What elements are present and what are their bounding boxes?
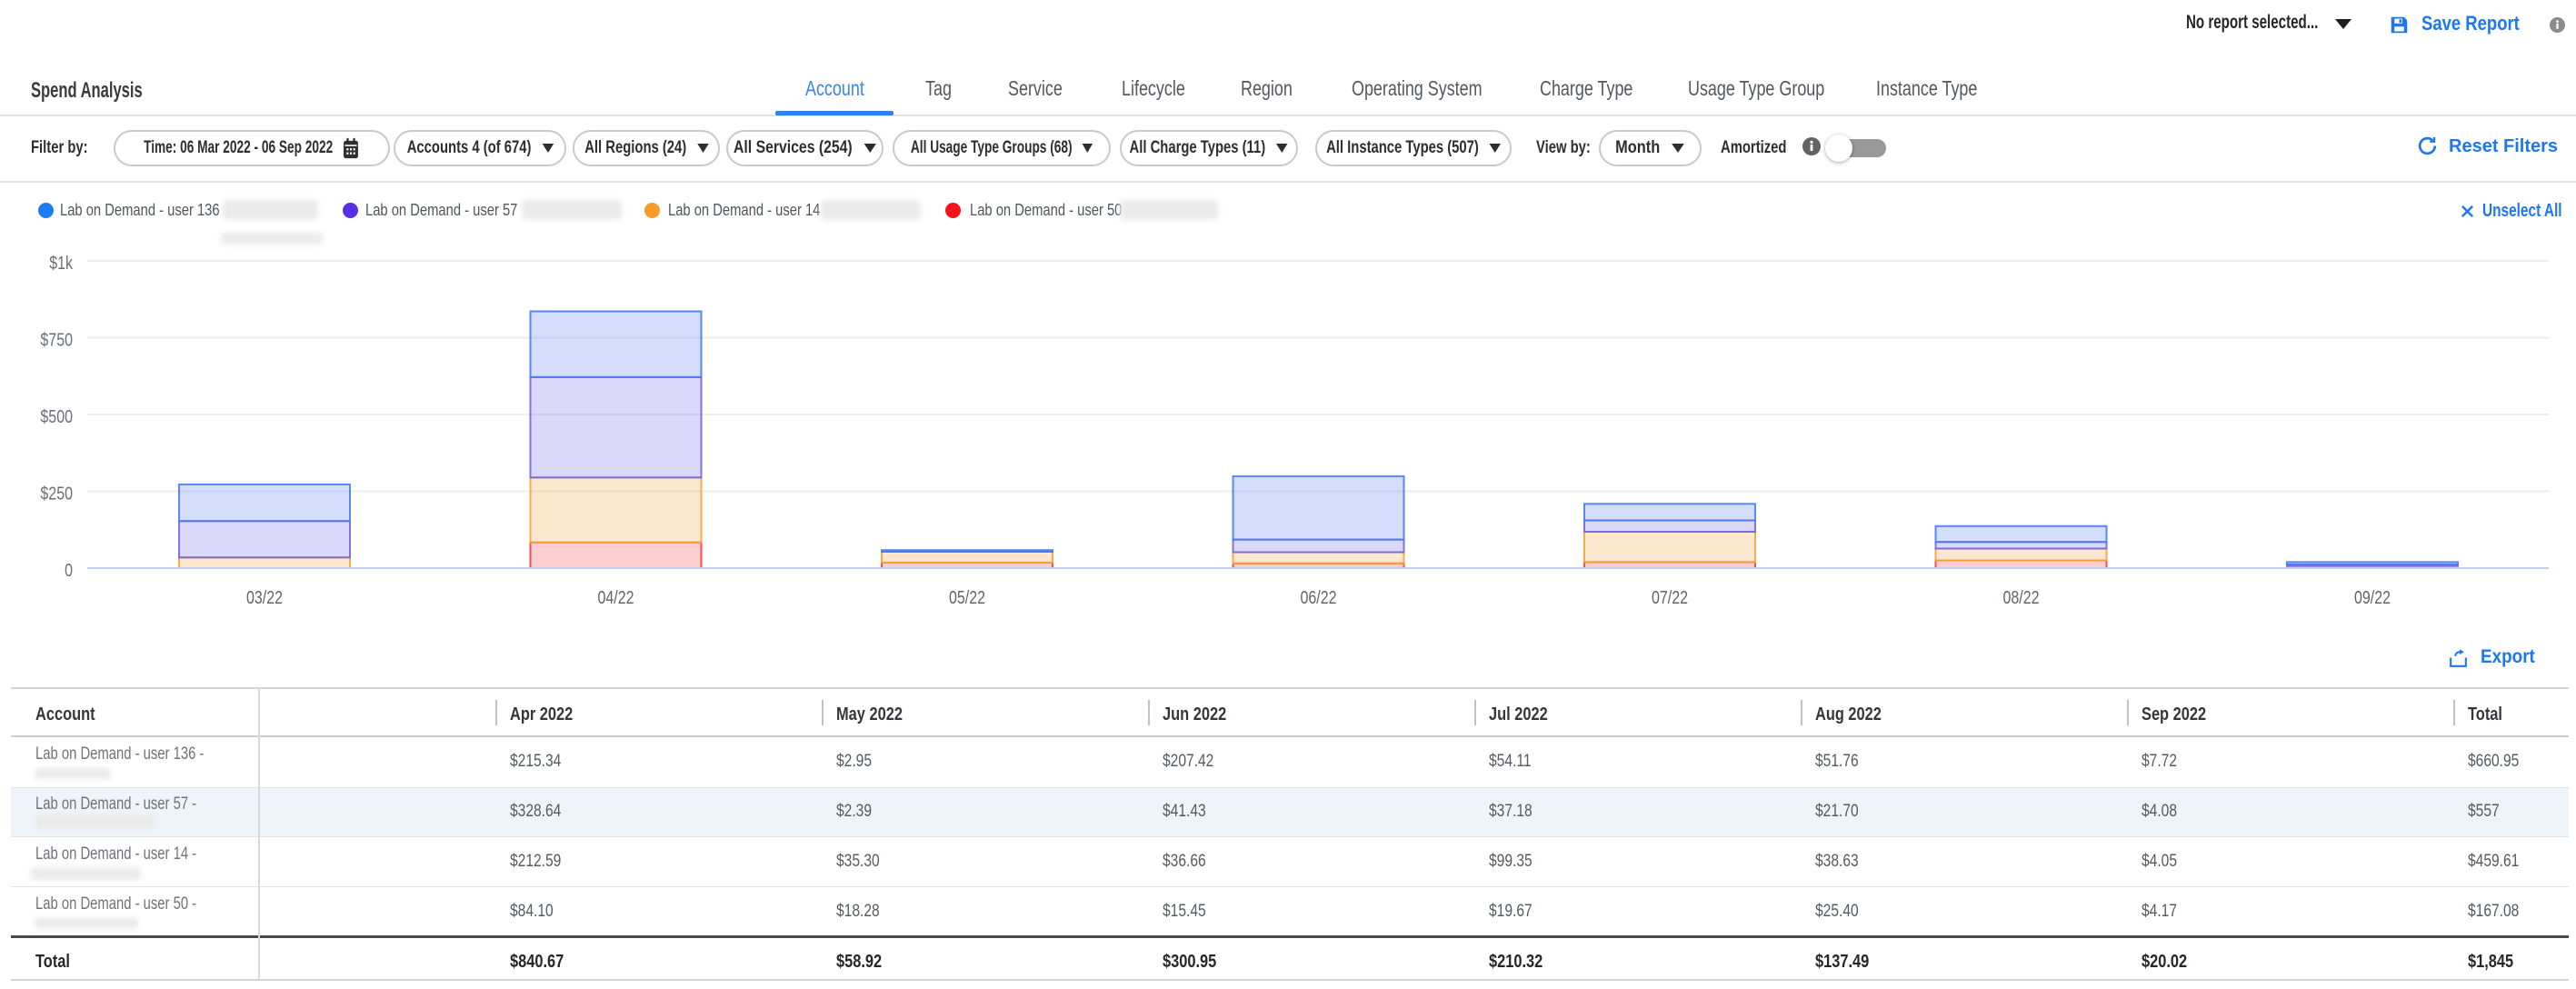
svg-text:03/22: 03/22 — [246, 587, 283, 607]
svg-text:$750: $750 — [40, 330, 73, 350]
svg-text:0: 0 — [65, 560, 73, 580]
svg-text:08/22: 08/22 — [2002, 587, 2039, 607]
svg-text:07/22: 07/22 — [1652, 587, 1688, 607]
svg-text:05/22: 05/22 — [949, 587, 985, 607]
svg-text:06/22: 06/22 — [1300, 587, 1336, 607]
svg-text:$500: $500 — [40, 406, 73, 426]
svg-text:$1k: $1k — [49, 253, 74, 273]
svg-text:$250: $250 — [40, 484, 73, 504]
svg-text:04/22: 04/22 — [597, 587, 634, 607]
svg-text:09/22: 09/22 — [2354, 587, 2391, 607]
